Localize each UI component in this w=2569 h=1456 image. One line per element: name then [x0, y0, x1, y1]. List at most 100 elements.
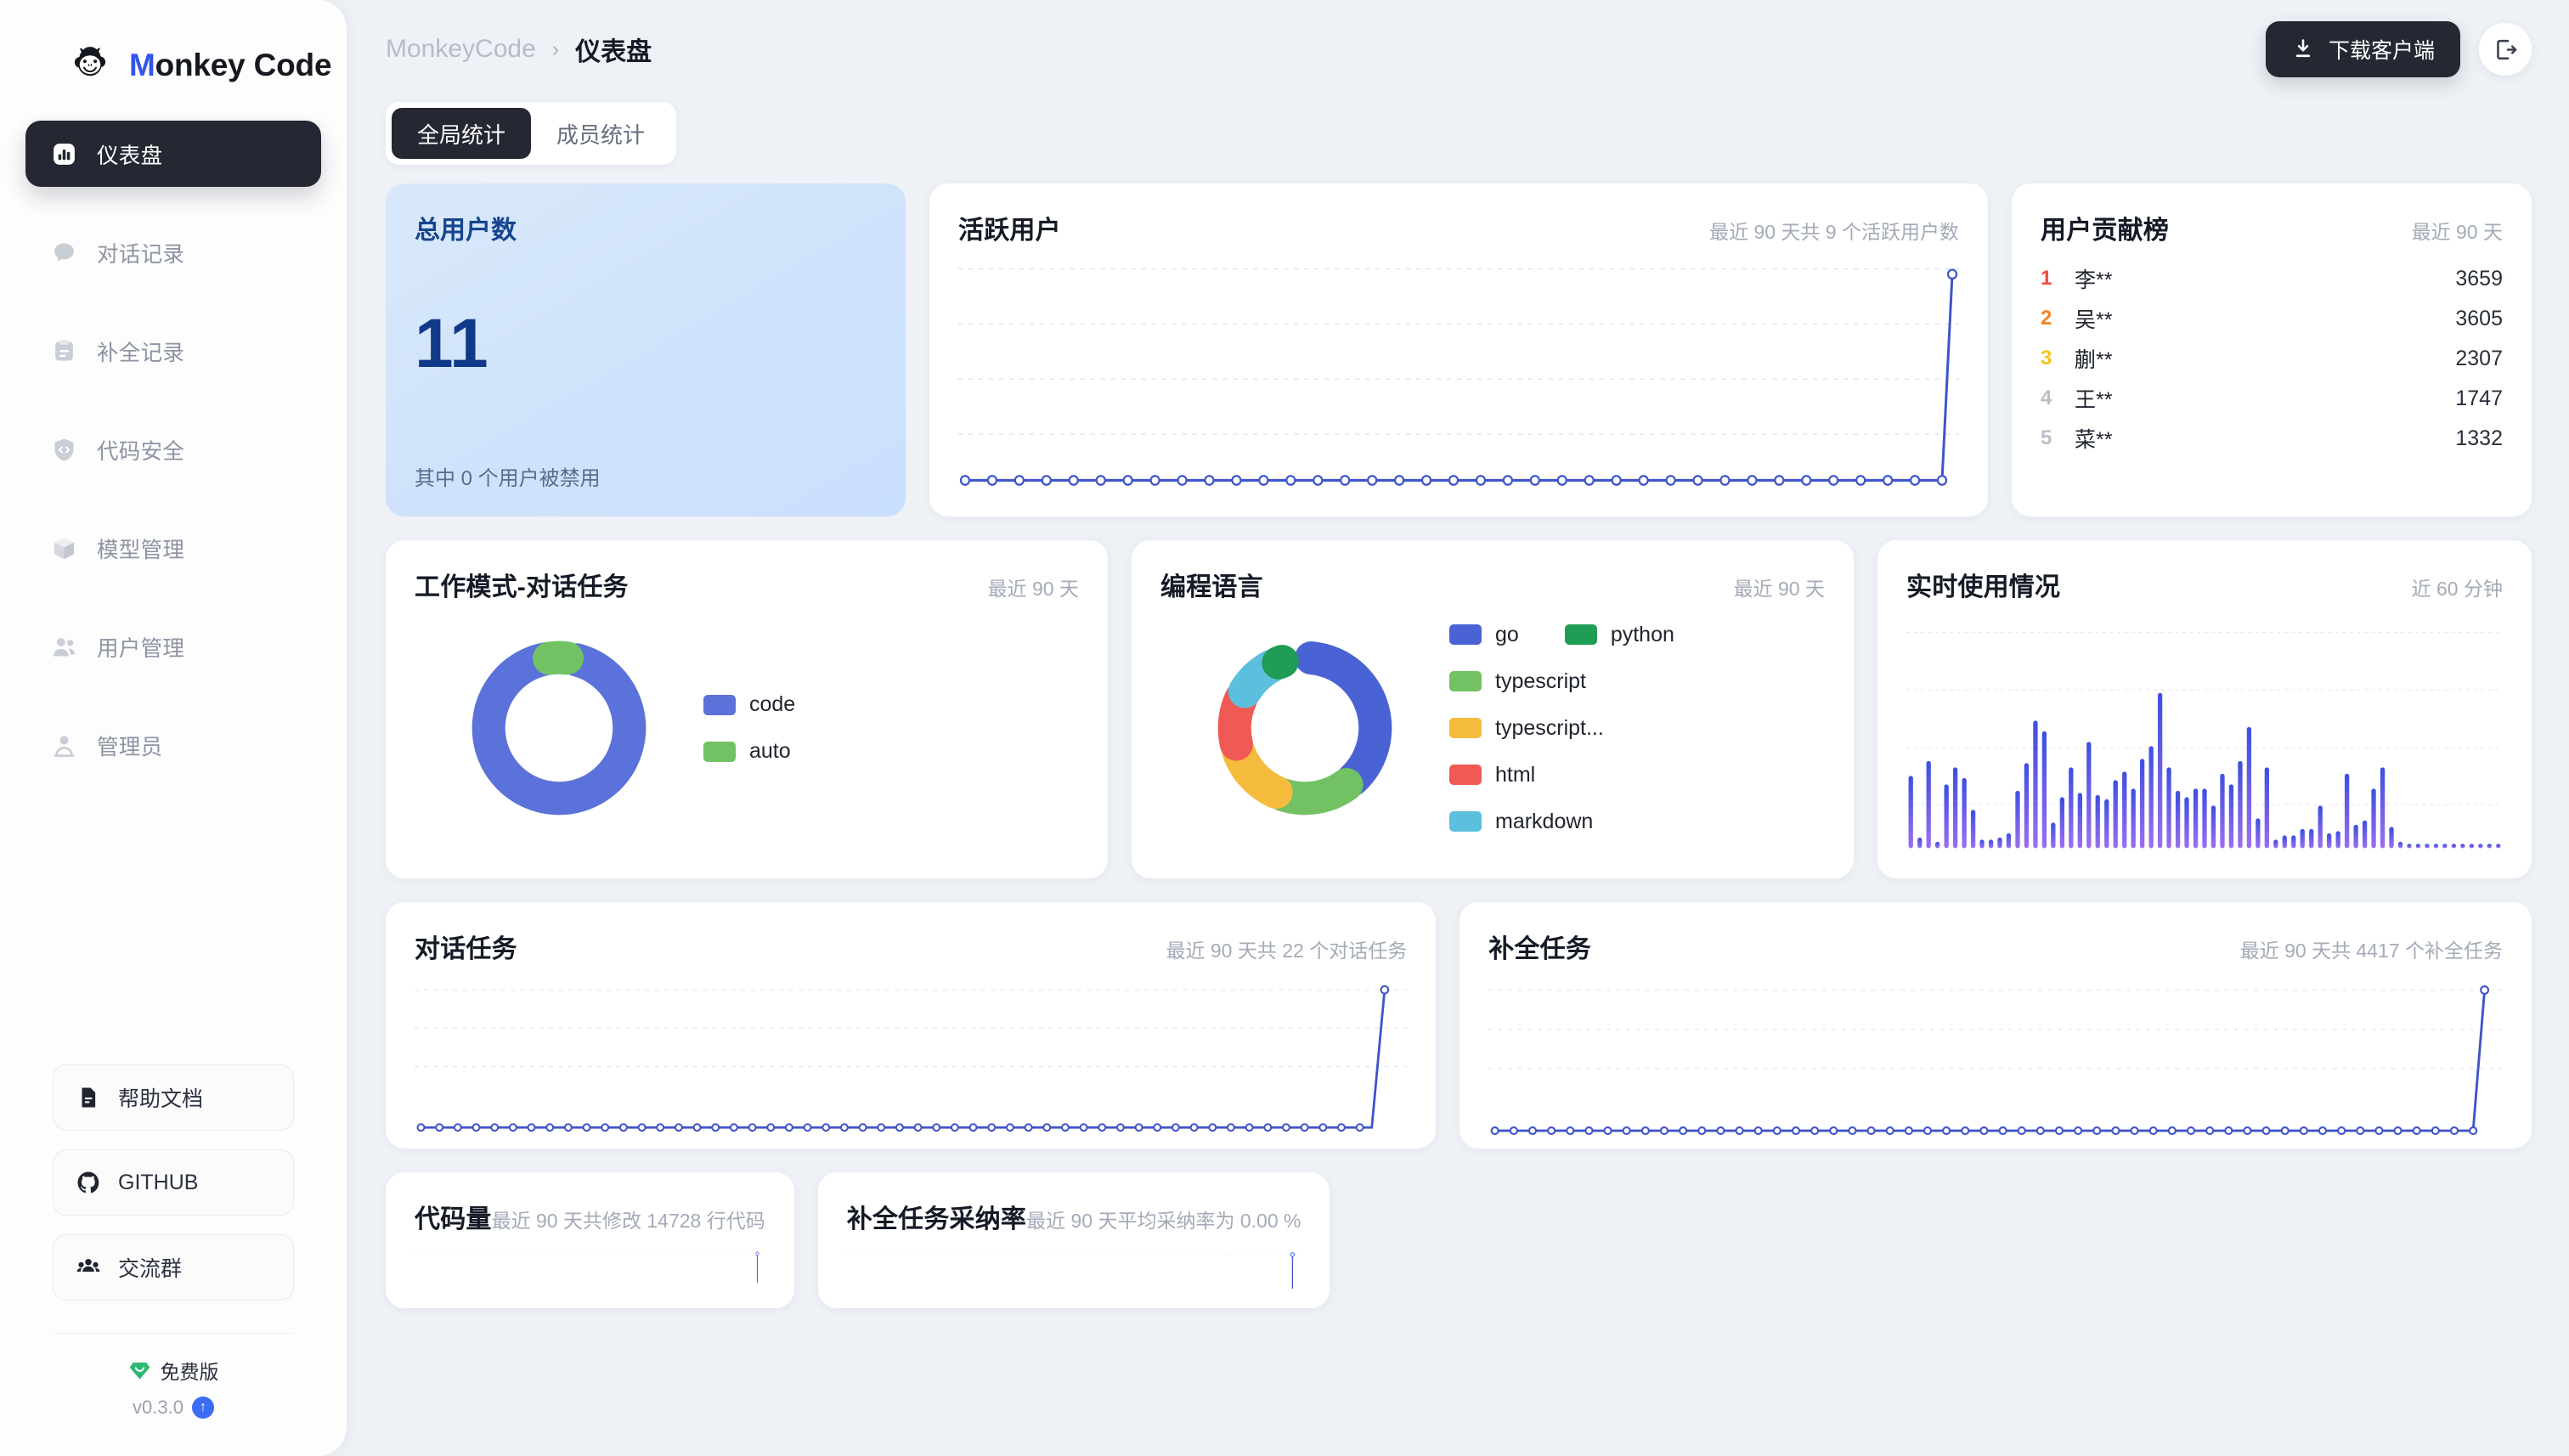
sidebar-spacer: [0, 810, 347, 1064]
card-work-mode: 工作模式-对话任务 最近 90 天: [386, 540, 1108, 878]
diamond-icon: [129, 1362, 150, 1380]
data-point: [1792, 1126, 1801, 1136]
languages-donut-svg: [1217, 641, 1392, 815]
data-point: [2261, 1126, 2271, 1136]
data-point: [877, 1123, 886, 1132]
data-point: [1208, 1123, 1217, 1132]
rank-user-name: 菜**: [2075, 428, 2113, 452]
legend-item[interactable]: go: [1449, 623, 1519, 647]
bar: [2496, 844, 2501, 849]
tab-global-stats[interactable]: 全局统计: [392, 108, 532, 159]
bar: [2433, 844, 2439, 849]
legend-item[interactable]: python: [1564, 622, 1674, 647]
data-point: [601, 1123, 610, 1132]
legend-item[interactable]: typescript...: [1449, 716, 1772, 741]
bar: [1962, 777, 1967, 849]
breadcrumb-root[interactable]: MonkeyCode: [386, 35, 536, 63]
sidebar-item-admin[interactable]: 管理员: [25, 712, 321, 778]
data-point: [1866, 1126, 1876, 1136]
table-row[interactable]: 1 李** 3659: [2041, 263, 2503, 294]
data-point: [2074, 1126, 2083, 1136]
sidebar-item-completion-records[interactable]: 补全记录: [25, 318, 321, 384]
help-doc-button[interactable]: 帮助文档: [53, 1064, 294, 1131]
data-point: [2480, 985, 2490, 995]
brand-logo[interactable]: Monkey Code: [0, 32, 347, 90]
bar: [2478, 844, 2483, 849]
legend-label: python: [1610, 622, 1674, 646]
card-header: 补全任务 最近 90 天共 4417 个补全任务: [1488, 928, 2503, 965]
table-row[interactable]: 5 菜** 1332: [2041, 423, 2503, 454]
data-point: [932, 1123, 941, 1132]
legend-item[interactable]: auto: [703, 739, 929, 764]
sidebar-item-code-security[interactable]: 代码安全: [25, 416, 321, 483]
download-client-button[interactable]: 下载客户端: [2265, 21, 2460, 77]
legend-item[interactable]: html: [1449, 763, 1772, 787]
data-point: [2374, 1126, 2384, 1136]
data-point: [2092, 1126, 2102, 1136]
legend-swatch-typescript: [1449, 671, 1482, 691]
bar: [2238, 760, 2243, 849]
bar: [2041, 731, 2047, 849]
monkey-logo-icon: [66, 42, 114, 89]
data-point: [1024, 1123, 1033, 1132]
card-live-usage: 实时使用情况 近 60 分钟: [1877, 540, 2532, 878]
data-point: [1979, 1126, 1989, 1136]
card-active-users: 活跃用户 最近 90 天共 9 个活跃用户数: [929, 183, 1988, 516]
download-icon: [2295, 39, 2311, 58]
card-header: 实时使用情况 近 60 分钟: [1906, 566, 2503, 603]
bar: [2051, 822, 2056, 849]
help-doc-label: 帮助文档: [118, 1087, 204, 1111]
table-row[interactable]: 4 王** 1747: [2041, 383, 2503, 414]
github-button[interactable]: GITHUB: [53, 1149, 294, 1216]
sidebar-item-chat-records[interactable]: 对话记录: [25, 219, 321, 285]
data-point: [2412, 1126, 2422, 1136]
tab-member-stats[interactable]: 成员统计: [556, 121, 646, 148]
bar: [2353, 824, 2358, 849]
logout-button[interactable]: [2479, 23, 2532, 76]
table-row[interactable]: 3 蒯** 2307: [2041, 343, 2503, 374]
card-title: 实时使用情况: [1906, 573, 2061, 601]
adoption-rate-chart[interactable]: [846, 1249, 1301, 1290]
bar: [2415, 844, 2421, 849]
active-users-chart[interactable]: [958, 260, 1959, 491]
clipboard-icon: [49, 336, 78, 365]
bar: [2113, 780, 2118, 849]
card-chat-tasks: 对话任务 最近 90 天共 22 个对话任务: [386, 902, 1437, 1148]
complete-tasks-chart[interactable]: [1488, 979, 2504, 1143]
data-point: [2280, 1126, 2290, 1136]
edition-badge: 免费版: [128, 1356, 219, 1385]
topbar-actions: 下载客户端: [2265, 21, 2532, 77]
legend-item[interactable]: markdown: [1449, 810, 1772, 834]
data-point: [1547, 1126, 1556, 1136]
live-usage-bars[interactable]: [1906, 617, 2503, 853]
legend-item[interactable]: typescript: [1449, 669, 1772, 694]
community-group-button[interactable]: 交流群: [53, 1234, 294, 1301]
chat-tasks-chart[interactable]: [415, 979, 1408, 1138]
code-lines-chart[interactable]: [415, 1249, 765, 1283]
work-mode-donut[interactable]: code auto: [415, 603, 1079, 853]
bar: [2442, 844, 2448, 849]
data-point: [1923, 1126, 1933, 1136]
sidebar-item-user-management[interactable]: 用户管理: [25, 613, 321, 680]
bar: [2015, 790, 2020, 849]
data-point: [1697, 1126, 1707, 1136]
bar: [2397, 841, 2403, 849]
data-points: [416, 985, 1390, 1132]
card-header: 对话任务 最近 90 天共 22 个对话任务: [415, 928, 1407, 965]
table-row[interactable]: 2 吴** 3605: [2041, 303, 2503, 334]
rank-user-name: 李**: [2075, 268, 2113, 292]
data-point: [1810, 1126, 1820, 1136]
legend-item[interactable]: code: [703, 692, 795, 717]
bar: [2228, 784, 2234, 849]
sidebar-item-model-management[interactable]: 模型管理: [25, 515, 321, 581]
version-upgrade-badge[interactable]: ↑: [191, 1397, 214, 1419]
total-users-value: 11: [415, 304, 488, 382]
languages-donut[interactable]: go python typescript: [1160, 603, 1825, 853]
data-point: [1566, 1126, 1575, 1136]
dashboard-icon: [49, 139, 78, 168]
sidebar-item-dashboard[interactable]: 仪表盘: [25, 121, 321, 187]
card-code-lines: 代码量 最近 90 天共修改 14728 行代码: [386, 1172, 794, 1308]
data-point: [1300, 1123, 1309, 1132]
data-point: [1829, 1126, 1838, 1136]
